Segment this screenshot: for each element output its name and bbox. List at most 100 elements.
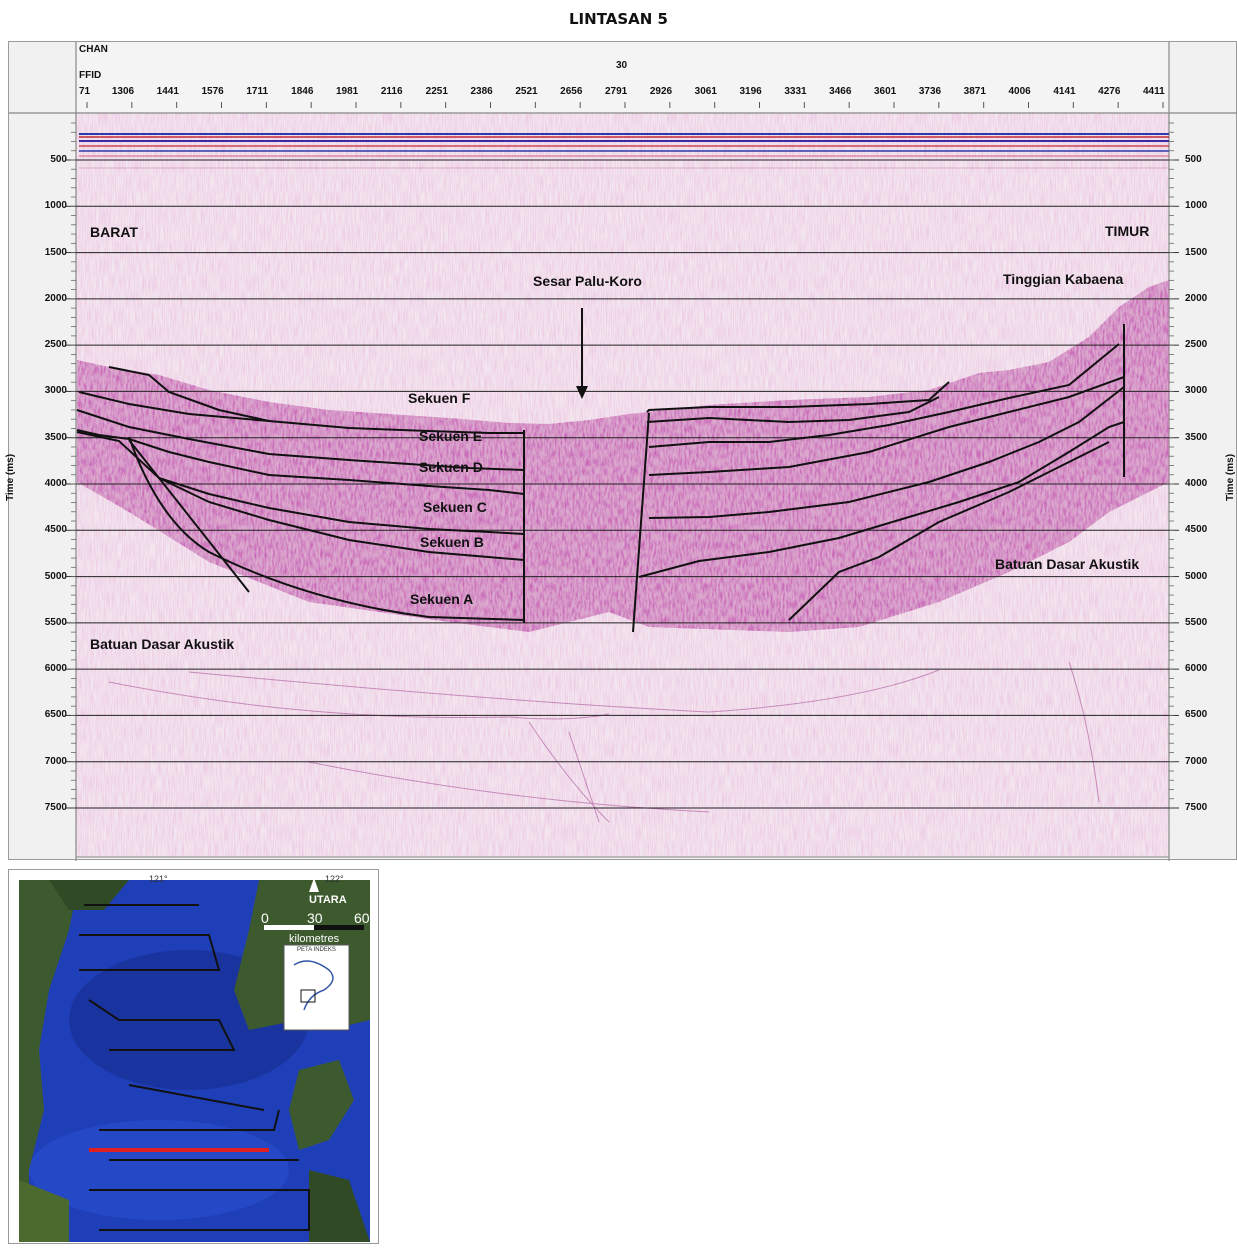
y-tick-left-7500: 7500 xyxy=(44,802,67,813)
y-tick-right-7000: 7000 xyxy=(1185,755,1208,767)
chart-title: LINTASAN 5 xyxy=(569,10,668,28)
inset-index-map xyxy=(283,944,350,1031)
y-tick-left-3500: 3500 xyxy=(44,431,67,443)
y-tick-right-5000: 5000 xyxy=(1185,570,1208,582)
map-scale-0: 0 xyxy=(261,910,269,926)
y-axis-label-left: Time (ms) xyxy=(5,453,17,502)
ffid-tick-4006: 4006 xyxy=(1008,86,1031,97)
y-tick-left-2500: 2500 xyxy=(44,339,67,351)
map-scale-60: 60 xyxy=(354,910,370,926)
y-tick-left-1500: 1500 xyxy=(44,246,67,258)
horizon-e-east xyxy=(646,396,940,424)
horizon-f-east xyxy=(646,381,950,413)
ffid-tick-4141: 4141 xyxy=(1053,86,1076,97)
label-basement-left: Batuan Dasar Akustik xyxy=(90,636,235,652)
deep-reflectors xyxy=(108,661,1100,823)
y-tick-right-3000: 3000 xyxy=(1185,385,1208,397)
y-tick-left-6000: 6000 xyxy=(44,663,67,675)
map-lon-121: 121° xyxy=(149,874,168,884)
y-tick-right-3500: 3500 xyxy=(1185,431,1208,443)
fault-palu-koro-east xyxy=(632,412,650,633)
interpreted-horizons-east xyxy=(632,324,1125,633)
label-sekuen-e: Sekuen E xyxy=(419,428,483,444)
ffid-tick-3196: 3196 xyxy=(739,86,762,97)
y-tick-left-500: 500 xyxy=(50,154,67,165)
ffid-tick-1711: 1711 xyxy=(246,86,269,97)
y-tick-right-1500: 1500 xyxy=(1185,246,1208,258)
label-sesar-palu-koro: Sesar Palu-Koro xyxy=(533,273,642,289)
y-tick-left-7000: 7000 xyxy=(44,755,67,767)
map-scale-unit: kilometres xyxy=(289,933,340,945)
ffid-tick-1981: 1981 xyxy=(336,86,359,97)
ffid-tick-2656: 2656 xyxy=(560,86,583,97)
seismic-section-svg xyxy=(9,42,1237,861)
y-tick-left-2000: 2000 xyxy=(44,292,67,304)
ffid-tick-1306: 1306 xyxy=(111,86,135,97)
ffid-tick-1441: 1441 xyxy=(156,86,179,97)
label-basement-right: Batuan Dasar Akustik xyxy=(995,556,1140,572)
map-scale-30: 30 xyxy=(307,910,323,926)
horizon-a-east xyxy=(638,421,1125,578)
ffid-tick-1576: 1576 xyxy=(201,86,224,97)
horizon-d-west xyxy=(76,429,525,495)
ffid-tick-3601: 3601 xyxy=(874,86,897,97)
y-tick-left-6500: 6500 xyxy=(44,709,67,721)
map-inset-title: PETA INDEKS xyxy=(297,947,336,953)
fault-west xyxy=(128,439,250,593)
y-tick-right-500: 500 xyxy=(1185,154,1202,165)
y-tick-right-5500: 5500 xyxy=(1185,616,1208,628)
ffid-tick-4276: 4276 xyxy=(1098,86,1121,97)
label-sekuen-b: Sekuen B xyxy=(420,534,484,550)
horizon-c-west xyxy=(76,431,525,535)
horizon-f-west xyxy=(78,391,524,434)
ffid-tick-2116: 2116 xyxy=(380,86,403,97)
y-tick-left-3000: 3000 xyxy=(44,385,67,397)
y-tick-right-1000: 1000 xyxy=(1185,200,1208,212)
label-sekuen-d: Sekuen D xyxy=(419,459,483,475)
fault-arrow-head xyxy=(576,386,588,399)
y-tick-right-4500: 4500 xyxy=(1185,524,1208,536)
y-tick-right-7500: 7500 xyxy=(1185,802,1208,813)
label-barat: BARAT xyxy=(90,224,138,240)
label-timur: TIMUR xyxy=(1105,223,1150,239)
ffid-tick-3061: 3061 xyxy=(694,86,717,97)
ffid-tick-1846: 1846 xyxy=(291,86,314,97)
ffid-tick-3466: 3466 xyxy=(829,86,852,97)
map-north-label: UTARA xyxy=(309,894,347,906)
ffid-tick-3331: 3331 xyxy=(784,86,807,97)
label-sekuen-f: Sekuen F xyxy=(408,390,471,406)
horizon-b-west xyxy=(158,477,525,561)
ffid-label: FFID xyxy=(79,70,102,81)
horizon-b-east xyxy=(648,386,1125,519)
seismic-section-panel: CHAN FFID 30 71 1306 1441 1576 1711 1846 1981 2… xyxy=(5,41,1237,861)
chan-label: CHAN xyxy=(79,44,108,55)
y-axis-label-right: Time (ms) xyxy=(1225,453,1237,502)
y-tick-right-2500: 2500 xyxy=(1185,339,1208,351)
horizon-base-east xyxy=(788,441,1110,621)
y-tick-right-6000: 6000 xyxy=(1185,663,1208,675)
ffid-tick-71: 71 xyxy=(79,86,91,97)
location-map-svg xyxy=(19,878,370,1242)
ffid-tick-2386: 2386 xyxy=(470,86,493,97)
map-land-kabaena xyxy=(289,1060,354,1150)
chan-value: 30 xyxy=(616,60,628,71)
location-map-panel: 121° 122° UTARA 0 30 60 kilometres PETA … xyxy=(8,869,379,1244)
water-bottom-reflectors xyxy=(79,133,1169,169)
label-sekuen-a: Sekuen A xyxy=(410,591,474,607)
horizon-e-west xyxy=(76,409,525,471)
horizon-c-east xyxy=(648,376,1125,476)
y-tick-right-4000: 4000 xyxy=(1185,478,1208,489)
interpreted-horizons xyxy=(76,366,525,623)
y-tick-right-6500: 6500 xyxy=(1185,709,1208,721)
y-tick-left-5500: 5500 xyxy=(44,616,67,628)
ffid-tick-3871: 3871 xyxy=(963,86,986,97)
map-lon-122: 122° xyxy=(325,874,344,884)
survey-tracks xyxy=(79,904,310,1231)
header-band xyxy=(76,42,1169,113)
ffid-tick-4411: 4411 xyxy=(1143,86,1165,97)
y-tick-left-1000: 1000 xyxy=(44,200,67,212)
ffid-tick-3736: 3736 xyxy=(918,86,942,97)
ffid-tick-2926: 2926 xyxy=(649,86,673,97)
y-tick-left-4000: 4000 xyxy=(44,478,67,489)
horizon-d-east xyxy=(648,343,1120,448)
